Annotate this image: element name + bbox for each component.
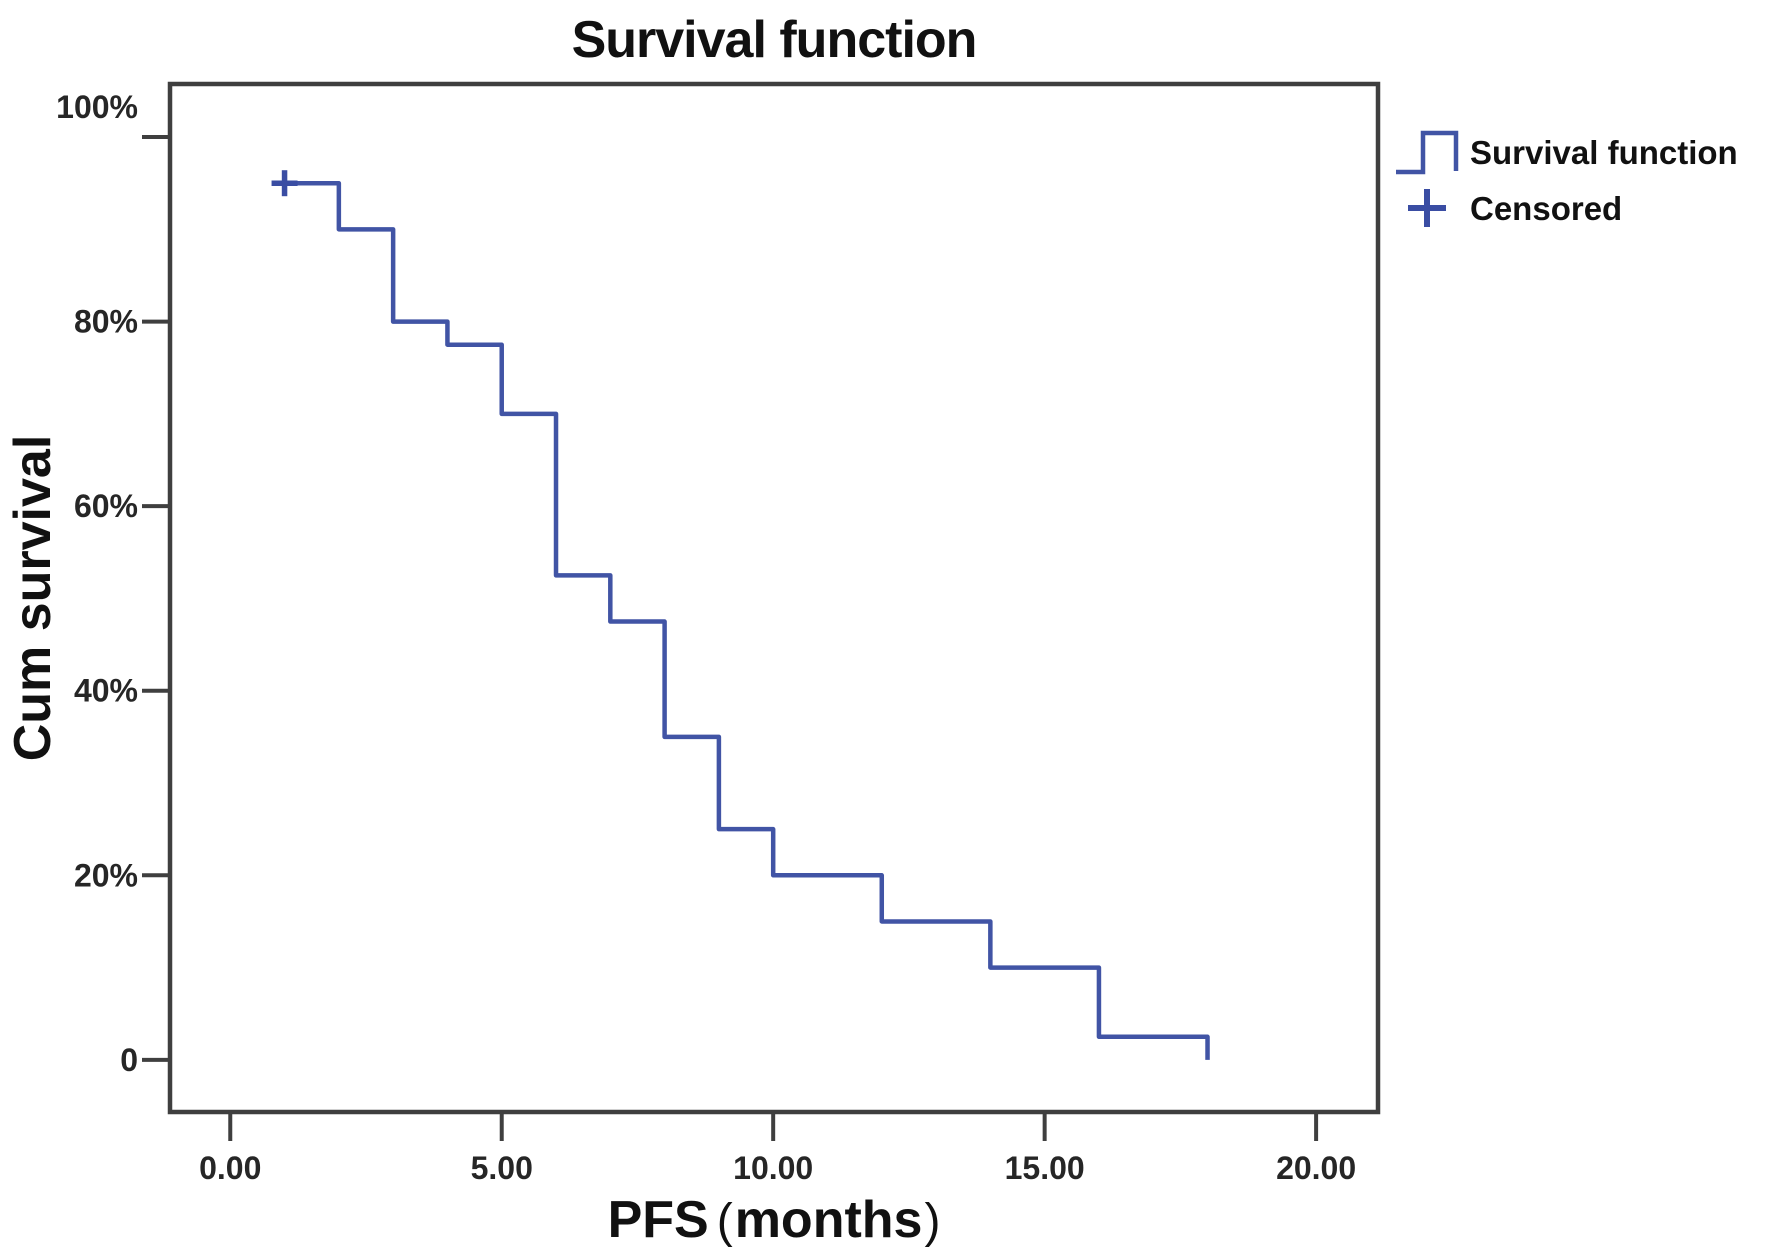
y-tick-label: 0 — [120, 1042, 138, 1078]
legend-item-survival-function — [1396, 130, 1459, 175]
x-tick-label: 15.00 — [1005, 1150, 1085, 1186]
plus-icon — [1408, 189, 1446, 227]
legend-label: Censored — [1470, 190, 1622, 227]
censored-marker — [271, 170, 298, 197]
step-line-icon — [1396, 130, 1459, 175]
legend — [1396, 130, 1459, 227]
legend-label: Survival function — [1470, 134, 1738, 171]
y-axis-label: Cum survival — [4, 435, 62, 762]
y-tick-label: 80% — [74, 304, 138, 340]
y-tick-label: 40% — [74, 673, 138, 709]
x-axis-label-part: ( — [717, 1195, 733, 1248]
x-tick-label: 20.00 — [1276, 1150, 1356, 1186]
x-axis-label-part: PFS — [608, 1191, 709, 1249]
chart-title: Survival function — [572, 11, 977, 69]
y-tick-label: 60% — [74, 488, 138, 524]
legend-item-censored — [1408, 189, 1446, 227]
x-axis-label-part: months — [735, 1191, 923, 1249]
survival-curve — [284, 180, 1210, 1060]
plot-border — [167, 81, 1381, 1115]
x-tick-label: 10.00 — [733, 1150, 813, 1186]
y-tick-label: 100% — [56, 89, 138, 125]
x-axis-label: PFS (months) — [608, 1191, 941, 1249]
x-tick-label: 5.00 — [471, 1150, 533, 1186]
x-axis-label-part: ) — [924, 1195, 940, 1248]
x-tick-label: 0.00 — [199, 1150, 261, 1186]
y-tick-label: 20% — [74, 857, 138, 893]
